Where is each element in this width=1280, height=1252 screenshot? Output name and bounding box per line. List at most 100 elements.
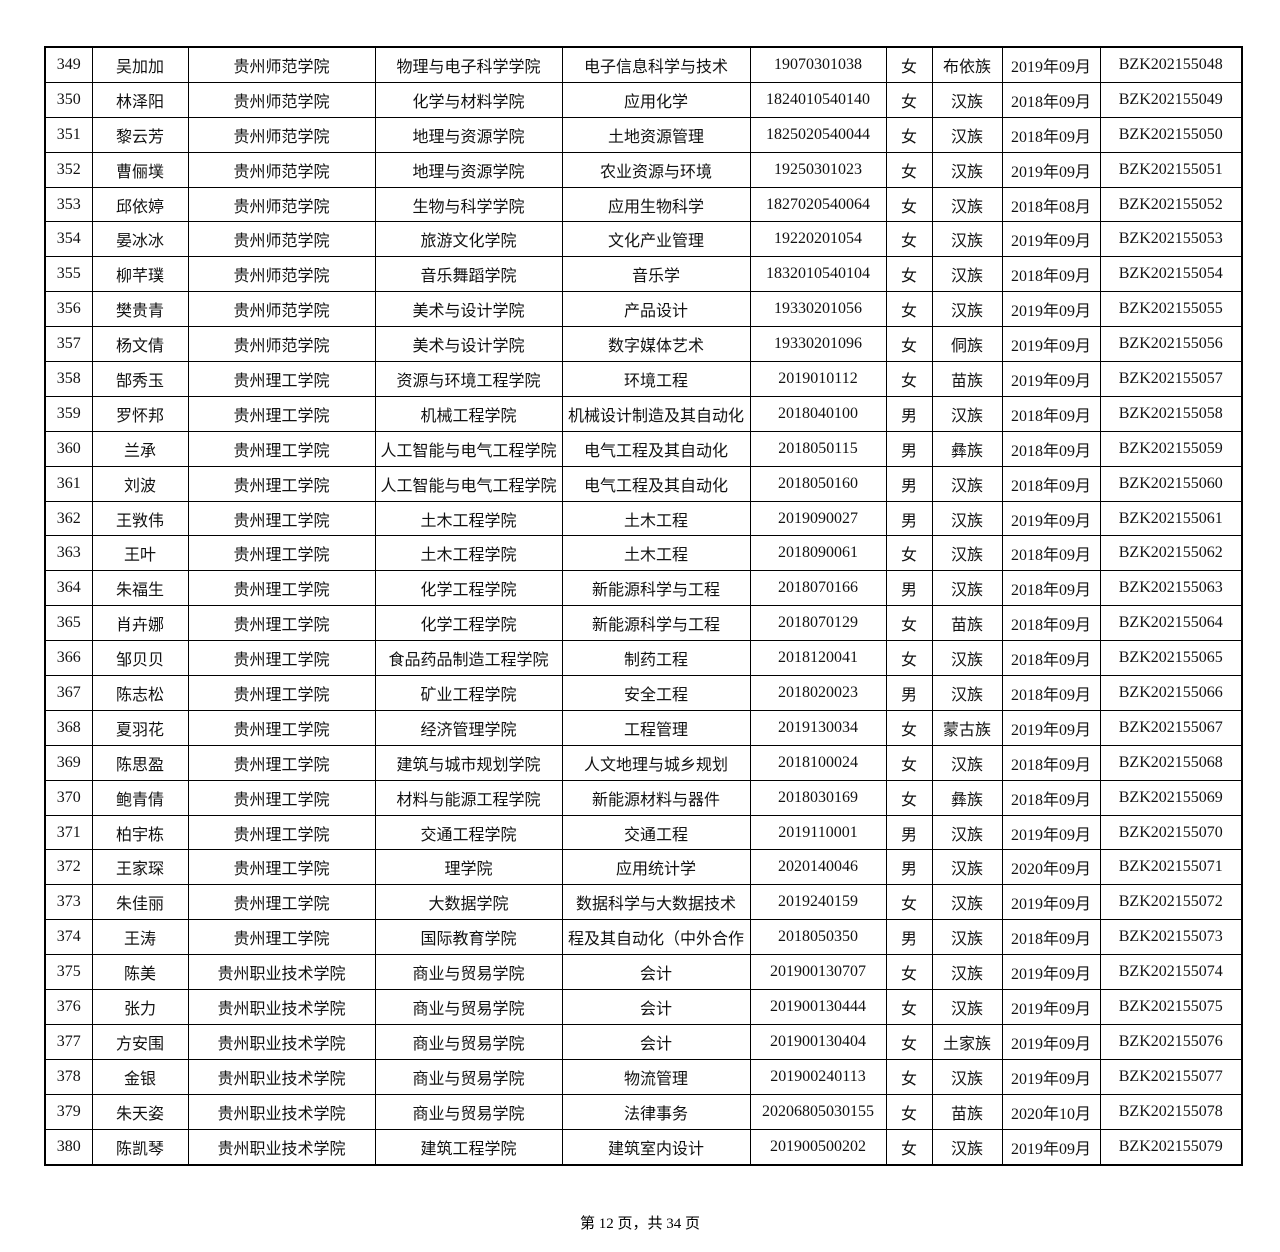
table-cell: 贵州理工学院	[187, 709, 376, 746]
table-cell: BZK202155059	[1099, 430, 1243, 467]
table-cell: 男	[885, 500, 933, 537]
table-cell: 20206805030155	[749, 1093, 887, 1130]
table-cell: BZK202155053	[1099, 221, 1243, 258]
table-cell: 2018040100	[749, 395, 887, 432]
table-cell: 2019年09月	[1001, 989, 1101, 1025]
table-row: 361 刘波 贵州理工学院 人工智能与电气工程学院 电气工程及其自动化 201805016…	[44, 465, 1243, 502]
table-cell: 彝族	[931, 430, 1003, 467]
table-cell: 贵州师范学院	[187, 291, 376, 328]
table-row: 356 樊贵青 贵州师范学院 美术与设计学院 产品设计 19330201056 女汉族 201…	[44, 291, 1243, 328]
table-row: 354 晏冰冰 贵州师范学院 旅游文化学院 文化产业管理 19220201054 女汉族 20…	[44, 221, 1243, 258]
table-cell: 贵州师范学院	[187, 81, 376, 118]
table-cell: 2019年09月	[1001, 709, 1101, 746]
table-cell: 2018年09月	[1001, 919, 1101, 956]
table-row: 376 张力 贵州职业技术学院 商业与贸易学院 会计 201900130444 女汉族 201…	[44, 989, 1243, 1025]
table-cell: 贵州职业技术学院	[187, 1058, 376, 1095]
table-row: 352 曹俪墣 贵州师范学院 地理与资源学院 农业资源与环境 19250301023 女汉族…	[44, 151, 1243, 188]
table-cell: BZK202155055	[1099, 291, 1243, 328]
table-row: 358 郜秀玉 贵州理工学院 资源与环境工程学院 环境工程 2019010112 女苗族 20…	[44, 361, 1243, 397]
table-cell: 贵州理工学院	[187, 675, 376, 711]
table-cell: 汉族	[931, 500, 1003, 537]
table-cell: 372	[44, 849, 93, 886]
table-cell: 2019年09月	[1001, 884, 1101, 921]
table-cell: 新能源科学与工程	[561, 605, 751, 642]
table-cell: 汉族	[931, 640, 1003, 677]
table-row: 370 鲍青倩 贵州理工学院 材料与能源工程学院 新能源材料与器件 2018030169 女…	[44, 779, 1243, 816]
table-cell: 女	[885, 291, 933, 328]
table-cell: 交通工程学院	[374, 814, 563, 851]
table-cell: 贵州理工学院	[187, 430, 376, 467]
table-cell: 2018年09月	[1001, 116, 1101, 153]
table-cell: 2019年09月	[1001, 1128, 1101, 1166]
table-cell: 19070301038	[749, 46, 887, 83]
table-cell: 汉族	[931, 116, 1003, 153]
table-cell: 2019年09月	[1001, 814, 1101, 851]
table-cell: 女	[885, 884, 933, 921]
table-cell: 黎云芳	[91, 116, 189, 153]
table-cell: 汉族	[931, 186, 1003, 223]
table-cell: 360	[44, 430, 93, 467]
table-cell: 朱佳丽	[91, 884, 189, 921]
table-cell: 355	[44, 256, 93, 293]
table-cell: 352	[44, 151, 93, 188]
table-row: 371 柏宇栋 贵州理工学院 交通工程学院 交通工程 2019110001 男汉族 2019年…	[44, 814, 1243, 851]
table-cell: 贵州师范学院	[187, 116, 376, 153]
table-cell: 汉族	[931, 954, 1003, 991]
table-cell: 201900130707	[749, 954, 887, 991]
table-cell: 201900500202	[749, 1128, 887, 1166]
table-cell: 男	[885, 919, 933, 956]
table-row: 363 王叶 贵州理工学院 土木工程学院 土木工程 2018090061 女汉族 2018年0…	[44, 535, 1243, 572]
table-cell: 19330201056	[749, 291, 887, 328]
table-cell: 378	[44, 1058, 93, 1095]
table-cell: 生物与科学学院	[374, 186, 563, 223]
table-cell: 美术与设计学院	[374, 326, 563, 363]
table-row: 367 陈志松 贵州理工学院 矿业工程学院 安全工程 2018020023 男汉族 2018年…	[44, 675, 1243, 711]
table-cell: 男	[885, 814, 933, 851]
table-cell: 贵州理工学院	[187, 361, 376, 397]
table-cell: 材料与能源工程学院	[374, 779, 563, 816]
table-cell: 女	[885, 535, 933, 572]
table-cell: 2018050350	[749, 919, 887, 956]
table-cell: 女	[885, 116, 933, 153]
table-cell: 2019年09月	[1001, 361, 1101, 397]
table-cell: BZK202155049	[1099, 81, 1243, 118]
table-cell: 2018020023	[749, 675, 887, 711]
table-cell: 364	[44, 570, 93, 607]
table-cell: 彝族	[931, 779, 1003, 816]
table-cell: 汉族	[931, 535, 1003, 572]
table-cell: BZK202155073	[1099, 919, 1243, 956]
table-cell: 365	[44, 605, 93, 642]
table-cell: 2018050160	[749, 465, 887, 502]
table-cell: 370	[44, 779, 93, 816]
table-cell: 商业与贸易学院	[374, 1058, 563, 1095]
table-cell: 376	[44, 989, 93, 1025]
table-cell: 2018120041	[749, 640, 887, 677]
table-cell: 2019年09月	[1001, 151, 1101, 188]
table-cell: 数字媒体艺术	[561, 326, 751, 363]
table-cell: BZK202155058	[1099, 395, 1243, 432]
table-cell: 女	[885, 46, 933, 83]
table-cell: 2019年09月	[1001, 326, 1101, 363]
table-cell: 女	[885, 221, 933, 258]
table-cell: BZK202155067	[1099, 709, 1243, 746]
table-row: 372 王家琛 贵州理工学院 理学院 应用统计学 2020140046 男汉族 2020年09…	[44, 849, 1243, 886]
table-cell: 贵州师范学院	[187, 326, 376, 363]
table-cell: 贵州职业技术学院	[187, 989, 376, 1025]
table-cell: 新能源材料与器件	[561, 779, 751, 816]
table-cell: 354	[44, 221, 93, 258]
table-row: 378 金银 贵州职业技术学院 商业与贸易学院 物流管理 201900240113 女汉族 2…	[44, 1058, 1243, 1095]
table-cell: BZK202155071	[1099, 849, 1243, 886]
table-cell: 汉族	[931, 1128, 1003, 1166]
table-cell: 鲍青倩	[91, 779, 189, 816]
table-cell: 商业与贸易学院	[374, 954, 563, 991]
table-cell: 2018070129	[749, 605, 887, 642]
table-cell: 375	[44, 954, 93, 991]
table-cell: 351	[44, 116, 93, 153]
table-cell: 男	[885, 430, 933, 467]
table-cell: 吴加加	[91, 46, 189, 83]
table-cell: 女	[885, 186, 933, 223]
table-cell: 商业与贸易学院	[374, 989, 563, 1025]
table-cell: 男	[885, 675, 933, 711]
table-cell: 女	[885, 1093, 933, 1130]
table-cell: 2019年09月	[1001, 1058, 1101, 1095]
